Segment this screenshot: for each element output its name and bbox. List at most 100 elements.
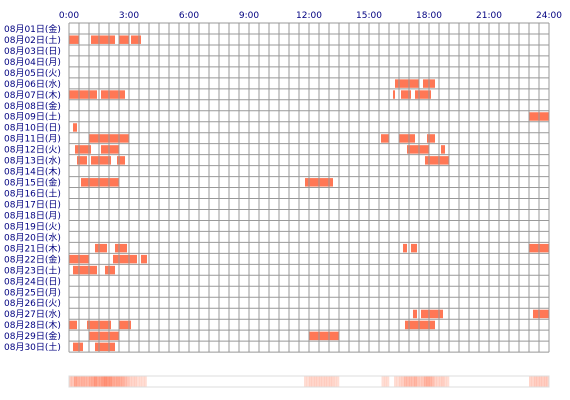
- hour-tick-label: 21:00: [476, 11, 502, 21]
- summary-cell: [119, 376, 122, 387]
- summary-cell: [104, 376, 107, 387]
- activity-block: [401, 90, 411, 99]
- row-label: 08月14日(木): [4, 166, 61, 178]
- row-label: 08月24日(日): [4, 276, 61, 287]
- summary-cell: [381, 376, 385, 387]
- summary-cell: [69, 376, 72, 387]
- activity-block: [427, 134, 435, 143]
- summary-cell: [409, 376, 412, 387]
- row-label: 08月12日(火): [4, 145, 61, 156]
- summary-cell: [429, 376, 432, 387]
- summary-cell: [329, 376, 332, 387]
- activity-block: [117, 156, 125, 165]
- row-label: 08月20日(水): [4, 231, 61, 243]
- activity-block: [73, 342, 83, 352]
- row-label: 08月08日(金): [4, 100, 61, 112]
- summary-cell: [424, 376, 427, 387]
- summary-cell: [399, 376, 402, 387]
- summary-cell: [334, 376, 337, 387]
- summary-cell: [321, 376, 325, 387]
- row-label: 08月26日(火): [4, 298, 61, 309]
- activity-block: [393, 90, 395, 99]
- activity-block: [95, 243, 107, 253]
- summary-cell: [431, 376, 435, 387]
- row-label: 08月21日(木): [4, 242, 61, 254]
- hour-tick-labels: 0:00 3:00 6:00 9:00 12:00 15:00 18:00 21:00 24:0…: [59, 11, 562, 21]
- row-label: 08月04日(月): [4, 57, 61, 68]
- row-label: 08月30日(土): [4, 341, 61, 353]
- summary-cell: [536, 376, 540, 387]
- row-label: 08月06日(水): [4, 78, 61, 90]
- summary-cell: [326, 376, 330, 387]
- summary-cell: [129, 376, 132, 387]
- summary-cell: [124, 376, 127, 387]
- activity-block: [141, 254, 147, 264]
- activity-block: [413, 309, 417, 319]
- activity-block: [75, 145, 91, 154]
- activity-block: [405, 320, 435, 330]
- summary-cell: [306, 376, 310, 387]
- summary-cell: [444, 376, 447, 387]
- activity-block: [101, 90, 125, 99]
- activity-block: [101, 145, 119, 154]
- activity-block: [425, 156, 449, 165]
- activity-block: [533, 309, 549, 319]
- summary-cell: [309, 376, 312, 387]
- row-label: 08月19日(火): [4, 221, 61, 232]
- summary-cell: [126, 376, 130, 387]
- activity-block: [113, 254, 137, 264]
- summary-cell: [411, 376, 415, 387]
- summary-cell: [426, 376, 430, 387]
- row-label: 08月11日(月): [4, 134, 61, 145]
- activity-block: [119, 35, 129, 44]
- hour-tick-label: 15:00: [356, 11, 382, 21]
- activity-block: [89, 331, 119, 341]
- row-label: 08月13日(水): [4, 155, 61, 167]
- summary-cell: [544, 376, 547, 387]
- summary-cell: [116, 376, 120, 387]
- summary-cell: [436, 376, 440, 387]
- row-label: 08月03日(日): [4, 46, 61, 57]
- row-label: 08月27日(水): [4, 308, 61, 320]
- summary-cell: [91, 376, 95, 387]
- row-label: 08月25日(月): [4, 287, 61, 298]
- row-label: 08月09日(土): [4, 111, 61, 123]
- summary-cell: [314, 376, 317, 387]
- activity-block: [131, 35, 141, 44]
- activity-block: [407, 145, 429, 154]
- summary-cell: [79, 376, 82, 387]
- summary-cell: [439, 376, 442, 387]
- summary-cell: [386, 376, 390, 387]
- summary-cell: [441, 376, 445, 387]
- activity-block: [411, 243, 417, 253]
- summary-cell: [336, 376, 340, 387]
- hour-tick-label: 3:00: [119, 11, 139, 21]
- hour-tick-label: 18:00: [416, 11, 442, 21]
- hour-tick-label: 9:00: [239, 11, 259, 21]
- summary-cell: [446, 376, 450, 387]
- row-label: 08月22日(金): [4, 253, 61, 265]
- row-labels: 08月01日(金)08月02日(土)08月03日(日)08月04日(月)08月0…: [4, 23, 61, 353]
- summary-cell: [109, 376, 112, 387]
- row-label: 08月01日(金): [4, 23, 61, 35]
- summary-cell: [86, 376, 90, 387]
- summary-cell: [434, 376, 437, 387]
- summary-cell: [331, 376, 335, 387]
- row-label: 08月07日(木): [4, 89, 61, 101]
- row-label: 08月28日(木): [4, 319, 61, 331]
- summary-cell: [541, 376, 545, 387]
- summary-cell: [406, 376, 410, 387]
- hour-tick-label: 6:00: [179, 11, 199, 21]
- activity-block: [73, 123, 77, 132]
- activity-block: [415, 90, 431, 99]
- summary-cell: [416, 376, 420, 387]
- summary-cell: [539, 376, 542, 387]
- summary-cell: [319, 376, 322, 387]
- activity-block: [403, 243, 407, 253]
- summary-cell: [74, 376, 77, 387]
- summary-cell: [81, 376, 85, 387]
- summary-cell: [111, 376, 115, 387]
- row-label: 08月29日(金): [4, 330, 61, 342]
- activity-block: [69, 90, 97, 99]
